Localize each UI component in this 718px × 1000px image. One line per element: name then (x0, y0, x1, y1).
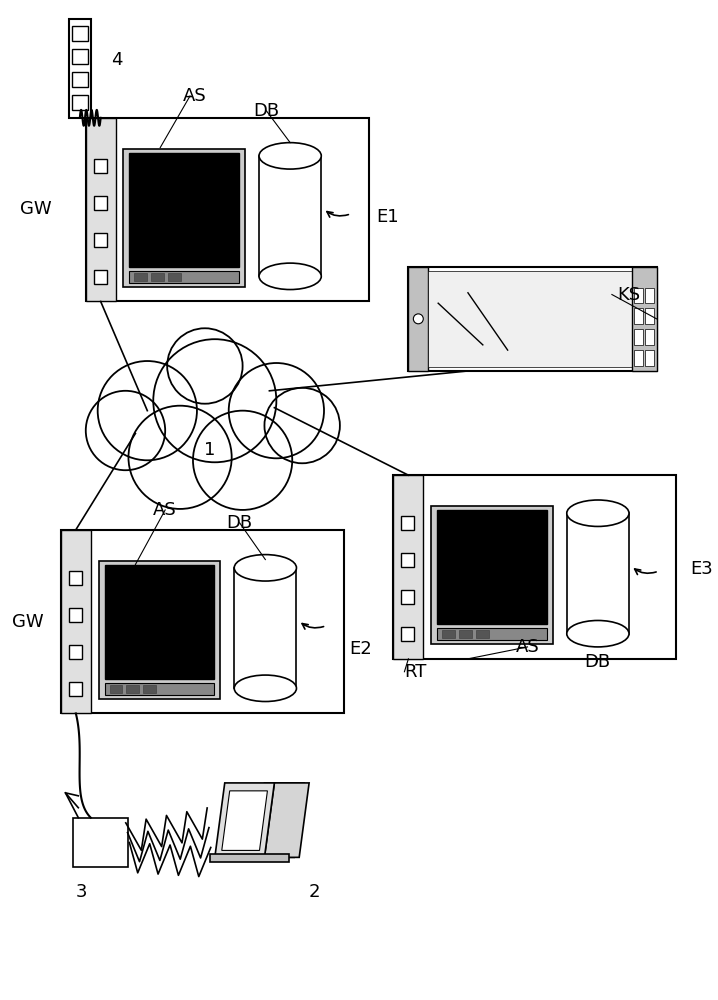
Text: AS: AS (154, 501, 177, 519)
Text: 1: 1 (204, 441, 215, 459)
FancyBboxPatch shape (72, 26, 88, 41)
Circle shape (153, 339, 276, 462)
Circle shape (129, 406, 232, 509)
FancyBboxPatch shape (645, 288, 653, 303)
FancyBboxPatch shape (134, 273, 147, 281)
Ellipse shape (234, 675, 297, 702)
FancyBboxPatch shape (401, 516, 414, 530)
FancyBboxPatch shape (94, 233, 106, 247)
Text: 2: 2 (309, 883, 321, 901)
FancyBboxPatch shape (634, 288, 643, 303)
FancyBboxPatch shape (234, 568, 297, 688)
FancyBboxPatch shape (151, 273, 164, 281)
Text: 4: 4 (111, 51, 122, 69)
Polygon shape (254, 783, 304, 857)
Circle shape (229, 363, 324, 458)
FancyBboxPatch shape (94, 159, 106, 173)
FancyBboxPatch shape (69, 608, 82, 622)
Ellipse shape (567, 500, 629, 526)
Circle shape (264, 388, 340, 463)
FancyBboxPatch shape (98, 561, 220, 699)
FancyBboxPatch shape (69, 682, 82, 696)
Circle shape (98, 361, 197, 460)
FancyBboxPatch shape (459, 630, 472, 638)
FancyBboxPatch shape (69, 19, 90, 118)
FancyBboxPatch shape (634, 308, 643, 324)
Text: KS: KS (617, 286, 640, 304)
FancyBboxPatch shape (442, 630, 455, 638)
Polygon shape (222, 791, 267, 850)
Polygon shape (264, 783, 309, 857)
FancyBboxPatch shape (129, 153, 239, 267)
FancyBboxPatch shape (105, 565, 215, 679)
FancyBboxPatch shape (72, 72, 88, 87)
Ellipse shape (234, 555, 297, 581)
FancyBboxPatch shape (168, 273, 181, 281)
FancyBboxPatch shape (85, 118, 116, 301)
FancyBboxPatch shape (110, 685, 123, 693)
Text: GW: GW (20, 200, 52, 218)
FancyBboxPatch shape (129, 271, 239, 283)
Text: E3: E3 (690, 560, 713, 578)
Circle shape (85, 391, 165, 470)
FancyBboxPatch shape (428, 271, 632, 367)
FancyBboxPatch shape (210, 854, 289, 862)
FancyBboxPatch shape (72, 95, 88, 110)
FancyBboxPatch shape (476, 630, 489, 638)
FancyBboxPatch shape (393, 475, 676, 659)
FancyBboxPatch shape (634, 350, 643, 366)
FancyBboxPatch shape (61, 530, 344, 713)
FancyBboxPatch shape (73, 818, 128, 867)
FancyBboxPatch shape (126, 685, 139, 693)
FancyBboxPatch shape (567, 513, 629, 634)
FancyBboxPatch shape (94, 196, 106, 210)
FancyBboxPatch shape (437, 628, 547, 640)
FancyBboxPatch shape (645, 308, 653, 324)
Text: 3: 3 (76, 883, 88, 901)
Text: GW: GW (12, 613, 44, 631)
Ellipse shape (567, 620, 629, 647)
FancyBboxPatch shape (432, 506, 553, 644)
Text: AS: AS (183, 87, 207, 105)
FancyBboxPatch shape (393, 475, 424, 659)
FancyBboxPatch shape (409, 267, 656, 371)
FancyBboxPatch shape (123, 149, 245, 287)
FancyBboxPatch shape (645, 329, 653, 345)
FancyBboxPatch shape (94, 270, 106, 284)
FancyBboxPatch shape (85, 118, 368, 301)
Circle shape (414, 314, 424, 324)
FancyBboxPatch shape (645, 350, 653, 366)
FancyBboxPatch shape (437, 510, 547, 624)
FancyBboxPatch shape (401, 627, 414, 641)
Circle shape (193, 411, 292, 510)
Text: RT: RT (404, 663, 426, 681)
Text: E2: E2 (349, 640, 372, 658)
Ellipse shape (259, 143, 321, 169)
Text: E1: E1 (377, 208, 399, 226)
Text: DB: DB (227, 514, 253, 532)
FancyBboxPatch shape (105, 683, 215, 695)
FancyBboxPatch shape (401, 590, 414, 604)
Text: DB: DB (584, 653, 610, 671)
FancyBboxPatch shape (144, 685, 157, 693)
Text: AS: AS (516, 638, 539, 656)
FancyBboxPatch shape (61, 530, 90, 713)
FancyBboxPatch shape (72, 49, 88, 64)
FancyBboxPatch shape (632, 267, 656, 371)
Ellipse shape (259, 263, 321, 290)
FancyBboxPatch shape (69, 645, 82, 659)
FancyBboxPatch shape (409, 267, 428, 371)
FancyBboxPatch shape (69, 571, 82, 585)
FancyBboxPatch shape (259, 156, 321, 276)
Polygon shape (215, 783, 274, 857)
FancyBboxPatch shape (634, 329, 643, 345)
FancyBboxPatch shape (401, 553, 414, 567)
Circle shape (167, 328, 243, 404)
Text: DB: DB (253, 102, 279, 120)
